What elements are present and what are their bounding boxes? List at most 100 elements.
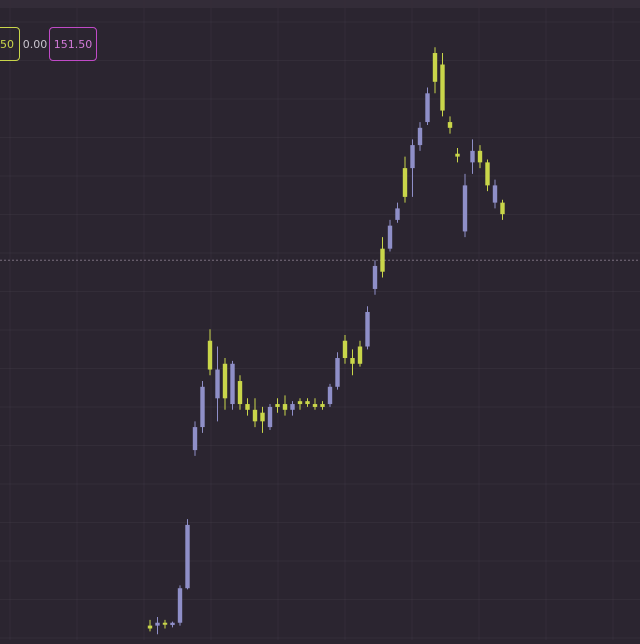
candle	[192, 421, 198, 456]
candle	[237, 375, 243, 410]
candle-body	[455, 153, 460, 157]
candle-body	[470, 150, 475, 163]
candle-body	[260, 412, 265, 422]
candle	[335, 352, 340, 390]
candle-body	[192, 427, 198, 451]
candle-body	[275, 404, 280, 407]
candle	[462, 173, 468, 238]
candle-body	[290, 404, 295, 410]
candle-body	[222, 363, 228, 399]
price-badge-right[interactable]: 151.50	[49, 27, 97, 61]
candle-body	[177, 588, 183, 623]
candle	[155, 616, 160, 635]
candle	[455, 147, 460, 163]
candle-body	[410, 145, 415, 169]
candle	[245, 398, 250, 416]
candle-body	[215, 369, 220, 399]
candle	[275, 398, 280, 413]
candle	[350, 349, 355, 376]
candle-body	[335, 358, 340, 387]
candle	[162, 619, 168, 629]
candle	[417, 122, 423, 151]
candle-body	[372, 265, 378, 289]
candle	[432, 47, 438, 94]
candle-body	[447, 122, 453, 128]
candle	[252, 398, 258, 428]
candle	[357, 340, 363, 367]
change-value: 0.00	[22, 37, 48, 51]
price-badge-left[interactable]: 50	[0, 27, 20, 61]
candle-body	[245, 404, 250, 410]
candle-body	[440, 64, 445, 111]
candles	[147, 47, 505, 635]
candle	[402, 156, 408, 203]
candle-body	[462, 185, 468, 232]
candle-body	[417, 127, 423, 146]
candle	[170, 621, 175, 628]
candle	[185, 519, 190, 590]
candle	[147, 619, 153, 632]
candle-body	[147, 625, 153, 629]
candle	[327, 383, 333, 407]
candle-body	[327, 386, 333, 405]
candle-body	[395, 208, 400, 220]
candle	[342, 335, 348, 364]
candle-body	[485, 162, 490, 186]
candle	[440, 53, 445, 117]
candle-body	[162, 622, 168, 625]
candle-body	[170, 622, 175, 626]
candle	[425, 87, 430, 125]
candle	[297, 398, 303, 410]
candle-body	[200, 386, 205, 428]
candle	[222, 358, 228, 410]
candle-body	[492, 185, 498, 203]
candle	[492, 179, 498, 209]
candle	[395, 202, 400, 223]
candle-body	[380, 248, 385, 272]
candle-body	[282, 404, 288, 410]
candle	[207, 329, 213, 376]
candle	[500, 199, 505, 220]
candle-body	[432, 53, 438, 82]
candle	[267, 404, 273, 430]
candle	[305, 398, 310, 407]
candle	[372, 260, 378, 295]
top-toolbar-strip	[0, 0, 640, 8]
candle-body	[477, 150, 483, 163]
candle	[282, 395, 288, 416]
candle	[447, 116, 453, 134]
candle-body	[500, 202, 505, 215]
candle	[215, 346, 220, 422]
candle-body	[320, 404, 325, 407]
candle	[477, 145, 483, 169]
candle	[290, 401, 295, 416]
candle-body	[365, 311, 370, 347]
candle-body	[342, 340, 348, 359]
candle	[200, 381, 205, 433]
candle	[320, 401, 325, 410]
candle-body	[230, 363, 235, 405]
candle-body	[357, 346, 363, 364]
candle-body	[297, 401, 303, 405]
candle	[380, 237, 385, 278]
candle	[387, 219, 393, 252]
candle	[312, 398, 318, 410]
candle-body	[267, 406, 273, 428]
candle	[470, 139, 475, 174]
candle-body	[402, 168, 408, 197]
candle	[260, 406, 265, 433]
candle-body	[312, 404, 318, 407]
candle-body	[252, 409, 258, 422]
candle-body	[207, 340, 213, 370]
candle-body	[425, 93, 430, 123]
candle	[410, 139, 415, 197]
candle-body	[387, 225, 393, 249]
candle-body	[185, 524, 190, 589]
candle-body	[305, 401, 310, 405]
candle	[485, 159, 490, 192]
candle	[177, 585, 183, 626]
candle	[230, 360, 235, 410]
